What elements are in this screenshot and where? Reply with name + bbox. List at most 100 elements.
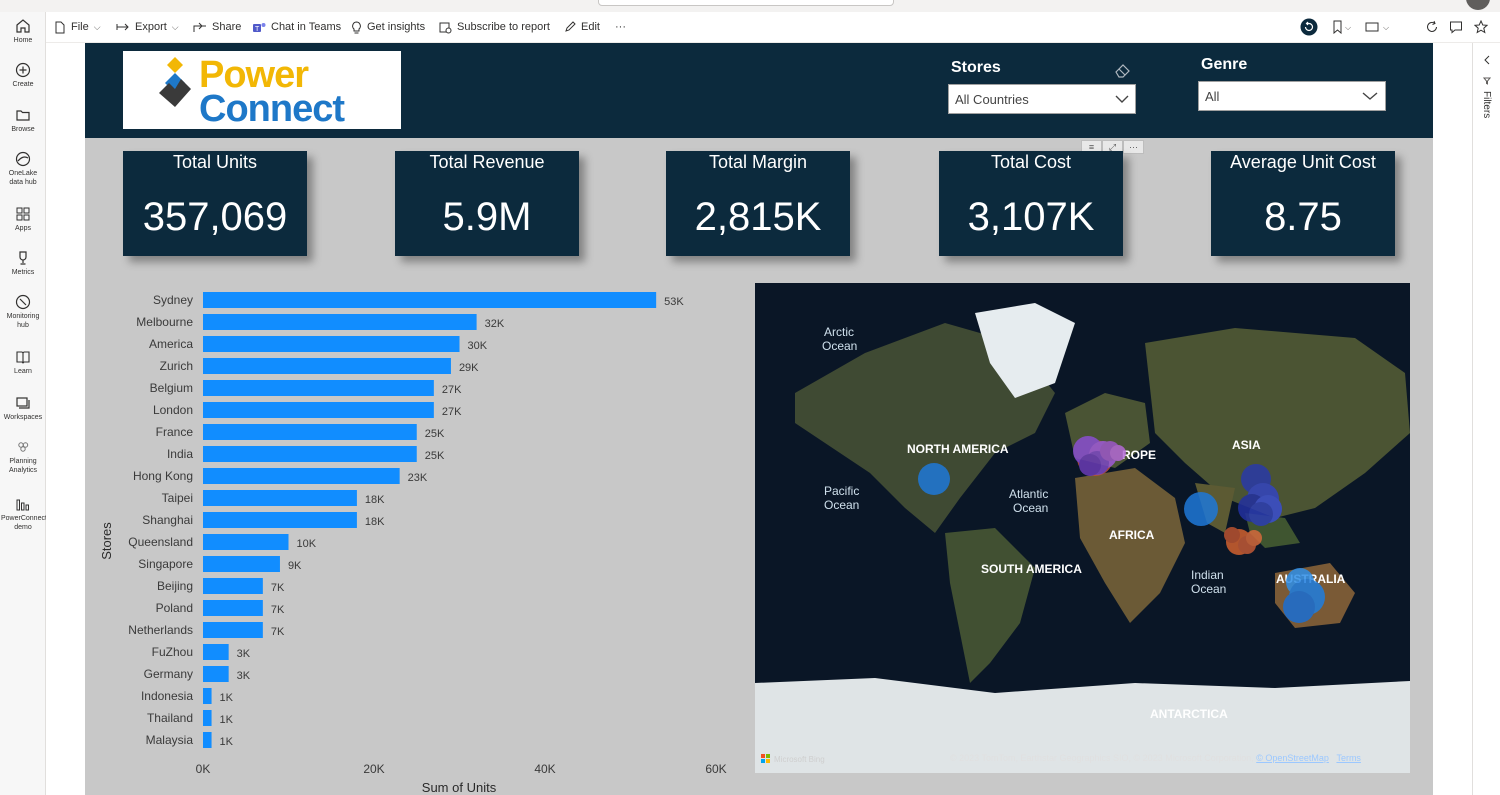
bar[interactable] xyxy=(203,446,417,462)
nav-planning-analytics[interactable]: Planning Analytics xyxy=(0,439,46,475)
filters-pane[interactable]: Filters xyxy=(1472,43,1500,795)
bar[interactable] xyxy=(203,556,280,572)
edit-button[interactable]: Edit xyxy=(564,19,600,35)
category-label: Netherlands xyxy=(128,623,193,637)
africa-shape xyxy=(1075,468,1185,623)
bar[interactable] xyxy=(203,490,357,506)
category-label: London xyxy=(153,403,193,417)
kpi-value: 8.75 xyxy=(1264,195,1342,239)
apps-icon xyxy=(16,207,30,221)
bar[interactable] xyxy=(203,534,289,550)
user-avatar[interactable] xyxy=(1466,0,1490,10)
category-label: America xyxy=(149,337,193,351)
data-label: 9K xyxy=(288,560,302,572)
bar[interactable] xyxy=(203,424,417,440)
bar[interactable] xyxy=(203,732,212,748)
nav-monitoring[interactable]: Monitoring hub xyxy=(0,294,46,330)
kpi-card-total-units[interactable]: Total Units 357,069 xyxy=(123,151,307,256)
kpi-title: Total Units xyxy=(172,152,258,172)
kpi-card-total-margin[interactable]: Total Margin 2,815K xyxy=(666,151,850,256)
share-button[interactable]: Share xyxy=(193,19,241,35)
nav-label: Learn xyxy=(14,368,32,375)
bar[interactable] xyxy=(203,666,229,682)
kpi-value: 3,107K xyxy=(967,195,1095,239)
category-label: Hong Kong xyxy=(133,469,193,483)
bubble-indonesia[interactable] xyxy=(1246,530,1262,546)
bar[interactable] xyxy=(203,578,263,594)
reset-button[interactable] xyxy=(1300,18,1318,36)
subscribe-label: Subscribe to report xyxy=(457,21,550,33)
nav-metrics[interactable]: Metrics xyxy=(0,250,46,277)
browser-search-box[interactable] xyxy=(598,0,894,6)
nav-label: Apps xyxy=(15,225,31,232)
visual-header-icons: ≡ ⤢ ··· xyxy=(1081,140,1144,156)
category-label: Taipei xyxy=(162,491,193,505)
svg-text:T: T xyxy=(255,26,260,33)
nav-browse[interactable]: Browse xyxy=(0,107,46,134)
view-button[interactable]: ⌵ xyxy=(1364,18,1394,36)
refresh-button[interactable] xyxy=(1425,18,1439,36)
bubble-india[interactable] xyxy=(1184,492,1218,526)
nav-workspaces[interactable]: Workspaces xyxy=(0,395,46,422)
map-label-arctic-ocean-1: Arctic xyxy=(824,325,854,339)
chevron-down-icon: ⌵ xyxy=(93,21,101,32)
bar[interactable] xyxy=(203,688,212,704)
terms-link[interactable]: Terms xyxy=(1336,753,1361,763)
bar[interactable] xyxy=(203,402,434,418)
nav-create[interactable]: Create xyxy=(0,62,46,89)
chat-in-teams-button[interactable]: T Chat in Teams xyxy=(252,19,341,35)
bar[interactable] xyxy=(203,644,229,660)
bar[interactable] xyxy=(203,358,451,374)
stores-dropdown[interactable]: All Countries xyxy=(948,84,1136,114)
bar[interactable] xyxy=(203,468,400,484)
nav-label: Create xyxy=(12,81,34,88)
map-label-pacific-ocean-2: Ocean xyxy=(824,498,859,512)
subscribe-button[interactable]: Subscribe to report xyxy=(439,19,550,35)
more-options-icon[interactable]: ··· xyxy=(1123,140,1144,154)
genre-dropdown[interactable]: All xyxy=(1198,81,1386,111)
bubble-zurich[interactable] xyxy=(1079,454,1101,476)
category-label: Poland xyxy=(156,601,193,615)
bubble-hong-kong[interactable] xyxy=(1249,502,1273,526)
more-options-button[interactable]: ··· xyxy=(615,19,626,35)
bar[interactable] xyxy=(203,600,263,616)
insights-label: Get insights xyxy=(367,21,426,33)
comment-button[interactable] xyxy=(1449,18,1463,36)
microsoft-bing-logo: Microsoft Bing xyxy=(761,754,825,764)
kpi-card-total-cost[interactable]: Total Cost 3,107K xyxy=(939,151,1123,256)
bubble-poland[interactable] xyxy=(1110,445,1126,461)
favorite-button[interactable] xyxy=(1474,18,1488,36)
powerconnect-logo: Power Connect xyxy=(123,51,401,130)
kpi-value: 5.9M xyxy=(442,195,532,239)
nav-home[interactable]: Home xyxy=(0,18,46,45)
bar[interactable] xyxy=(203,380,434,396)
nav-learn[interactable]: Learn xyxy=(0,349,46,376)
bookmark-button[interactable]: ⌵ xyxy=(1331,18,1355,36)
bubble-melbourne[interactable] xyxy=(1283,591,1315,623)
nav-apps[interactable]: Apps xyxy=(0,206,46,233)
bing-brand-text: Microsoft Bing xyxy=(774,755,825,764)
bar[interactable] xyxy=(203,622,263,638)
kpi-card-total-revenue[interactable]: Total Revenue 5.9M xyxy=(395,151,579,256)
comment-icon xyxy=(1450,21,1462,34)
export-menu[interactable]: Export ⌵ xyxy=(116,19,179,35)
chevron-down-icon xyxy=(1115,95,1129,103)
units-by-store-bar-chart[interactable]: Sydney 53K Melbourne 32K America 30K Zurich 29K… xyxy=(85,283,745,795)
bubble-america[interactable] xyxy=(918,463,950,495)
openstreetmap-link[interactable]: © OpenStreetMap xyxy=(1256,753,1329,763)
bar[interactable] xyxy=(203,292,657,308)
x-tick-label: 20K xyxy=(363,762,384,776)
nav-onelake[interactable]: OneLake data hub xyxy=(0,151,46,187)
store-map[interactable]: NORTH AMERICA ROPE ASIA AFRICA SOUTH AME… xyxy=(755,283,1410,773)
file-menu[interactable]: File ⌵ xyxy=(54,19,101,35)
bar[interactable] xyxy=(203,512,357,528)
bar[interactable] xyxy=(203,314,477,330)
bar[interactable] xyxy=(203,710,212,726)
eraser-icon[interactable] xyxy=(1114,62,1132,78)
logo-mark-icon xyxy=(159,57,191,107)
get-insights-button[interactable]: Get insights xyxy=(351,19,425,35)
nav-powerconnect-demo[interactable]: PowerConnect demo xyxy=(0,496,47,532)
bubble-thailand[interactable] xyxy=(1224,527,1240,543)
kpi-card-average-unit-cost[interactable]: Average Unit Cost 8.75 xyxy=(1211,151,1395,256)
bar[interactable] xyxy=(203,336,460,352)
